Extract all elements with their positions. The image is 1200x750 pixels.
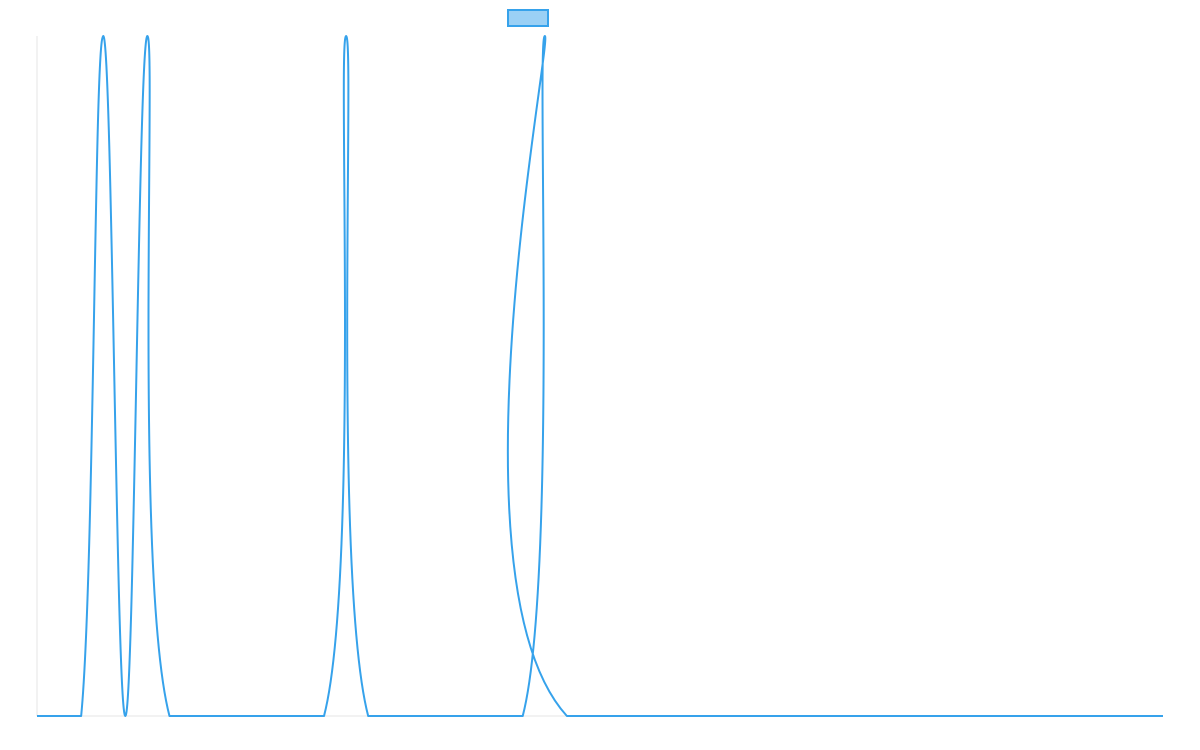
legend-swatch-0[interactable] — [507, 9, 549, 27]
axes — [36, 36, 1163, 717]
legend[interactable] — [507, 9, 549, 27]
series-layer — [37, 35, 1163, 718]
series-line-0 — [37, 35, 1163, 718]
